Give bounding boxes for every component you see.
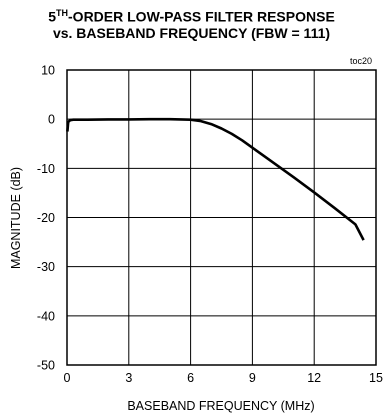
- y-axis-label: MAGNITUDE (dB): [9, 167, 23, 269]
- grid-layer: [67, 70, 376, 365]
- y-tick-label: 10: [41, 64, 55, 78]
- title-line1-rest: -ORDER LOW-PASS FILTER RESPONSE: [68, 8, 335, 25]
- series-layer: [66, 117, 365, 241]
- x-tick-label: 0: [64, 371, 71, 385]
- chart-title-line1: 5TH-ORDER LOW-PASS FILTER RESPONSE: [0, 8, 383, 25]
- x-tick-label: 15: [369, 371, 383, 385]
- plot-frame: [66, 69, 377, 366]
- x-tick-label: 12: [307, 371, 321, 385]
- x-axis-label: BASEBAND FREQUENCY (MHz): [127, 399, 314, 413]
- title-prefix: 5: [48, 8, 57, 25]
- y-tick-label: -20: [37, 211, 55, 225]
- y-tick-label: -50: [37, 359, 55, 373]
- x-tick-label: 6: [187, 371, 194, 385]
- y-tick-label: 0: [48, 113, 55, 127]
- y-tick-label: -30: [37, 260, 55, 274]
- title-superscript: TH: [56, 8, 69, 18]
- tick-layer: 0 3 6 9 12 15 10 0 -10 -20 -30 -40 -50: [37, 64, 383, 386]
- y-tick-label: -40: [37, 309, 55, 323]
- x-tick-label: 9: [249, 371, 256, 385]
- series-line: [66, 117, 365, 241]
- y-tick-label: -10: [37, 162, 55, 176]
- chart-title-line2: vs. BASEBAND FREQUENCY (FBW = 111): [52, 25, 331, 41]
- chart-annotation: toc20: [350, 56, 372, 66]
- x-tick-label: 3: [125, 371, 132, 385]
